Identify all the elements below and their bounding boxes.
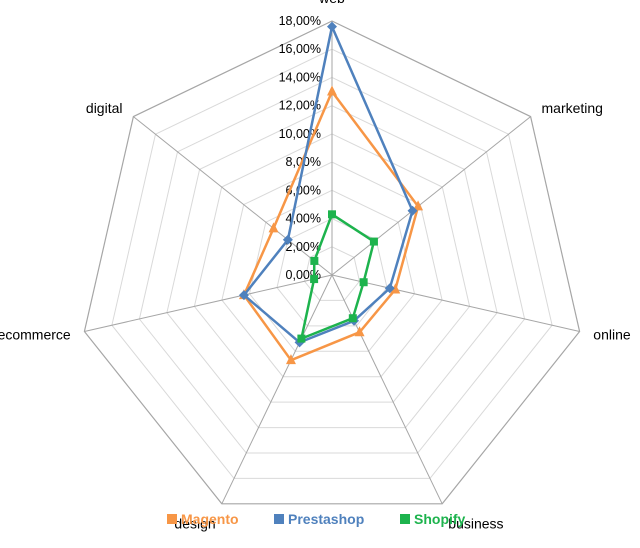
data-point-shopify-online bbox=[359, 278, 368, 287]
data-point-shopify-digital bbox=[310, 256, 319, 265]
grid-ring bbox=[303, 246, 361, 301]
radar-axes bbox=[84, 21, 580, 505]
data-point-magento-design bbox=[285, 354, 296, 365]
tick-label: 18,00% bbox=[279, 14, 321, 28]
category-label-business: business bbox=[448, 516, 503, 532]
axis-spoke-marketing bbox=[331, 116, 531, 276]
series-shopify bbox=[297, 210, 378, 343]
legend-label: Magento bbox=[181, 511, 239, 527]
tick-label: 12,00% bbox=[279, 99, 321, 113]
data-point-shopify-marketing bbox=[369, 237, 378, 246]
grid-ring bbox=[138, 76, 526, 454]
category-label-web: web bbox=[318, 0, 345, 6]
data-point-prestashop-marketing bbox=[407, 205, 418, 216]
grid-ring bbox=[221, 161, 443, 378]
grid-ring bbox=[248, 189, 416, 352]
data-point-magento-online bbox=[390, 283, 401, 294]
tick-label: 6,00% bbox=[286, 183, 321, 197]
data-point-shopify-web bbox=[328, 210, 336, 219]
data-point-prestashop-web bbox=[327, 21, 337, 32]
legend-swatch bbox=[274, 514, 284, 524]
legend-swatch bbox=[167, 514, 177, 524]
data-point-magento-digital bbox=[268, 222, 279, 233]
data-point-magento-web bbox=[327, 85, 337, 96]
category-labels: web marketing online business design ecommerc… bbox=[0, 0, 631, 532]
legend-item-prestashop: Prestashop bbox=[274, 511, 364, 527]
axis-spoke-business bbox=[331, 274, 443, 505]
legend: Magento Prestashop Shopify bbox=[167, 511, 466, 527]
data-point-prestashop-digital bbox=[282, 234, 293, 245]
data-point-shopify-design bbox=[297, 334, 306, 343]
axis-spoke-ecommerce bbox=[84, 274, 333, 332]
data-point-prestashop-online bbox=[384, 283, 395, 294]
data-point-prestashop-ecommerce bbox=[238, 290, 249, 301]
tick-label: 16,00% bbox=[279, 42, 321, 56]
axis-spoke-design bbox=[221, 274, 333, 505]
legend-swatch bbox=[400, 514, 410, 524]
grid-ring bbox=[166, 105, 498, 429]
legend-item-magento: Magento bbox=[167, 511, 239, 527]
data-point-magento-marketing bbox=[413, 200, 424, 211]
category-label-marketing: marketing bbox=[542, 100, 603, 116]
category-label-design: design bbox=[174, 516, 215, 532]
category-label-online: online bbox=[593, 327, 631, 343]
radar-grid bbox=[83, 20, 581, 505]
data-point-shopify-business bbox=[348, 314, 357, 323]
tick-label: 2,00% bbox=[286, 240, 321, 254]
axis-spoke-online bbox=[331, 274, 580, 332]
series-group bbox=[238, 21, 424, 365]
series-line-prestashop bbox=[242, 25, 414, 344]
data-point-magento-business bbox=[354, 326, 365, 337]
legend-label: Prestashop bbox=[288, 511, 364, 527]
legend-label: Shopify bbox=[414, 511, 466, 527]
grid-ring bbox=[111, 48, 553, 479]
legend-item-shopify: Shopify bbox=[400, 511, 466, 527]
category-label-digital: digital bbox=[86, 100, 123, 116]
category-label-ecommerce: ecommerce bbox=[0, 327, 71, 343]
grid-ring bbox=[83, 20, 581, 505]
axis-spoke-digital bbox=[133, 116, 333, 276]
tick-label: 14,00% bbox=[279, 70, 321, 84]
data-point-shopify-ecommerce bbox=[310, 275, 319, 284]
grid-ring bbox=[193, 133, 471, 403]
tick-label: 4,00% bbox=[286, 212, 321, 226]
series-prestashop bbox=[238, 21, 418, 348]
series-line-magento bbox=[242, 90, 420, 362]
